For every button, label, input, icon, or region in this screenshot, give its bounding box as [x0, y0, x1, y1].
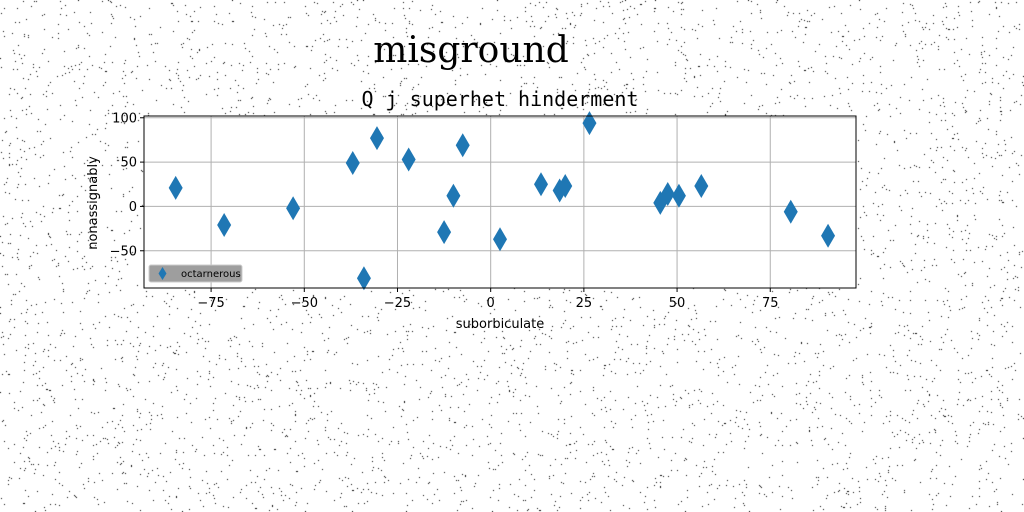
y-tick-label: −50	[110, 244, 137, 259]
y-axis-label: nonassignably	[86, 156, 101, 250]
x-tick-label: −75	[197, 296, 224, 311]
y-axis-ticks: −50 0 50 100	[110, 111, 144, 259]
x-tick-label: 75	[762, 296, 779, 311]
legend: octarnerous	[149, 265, 242, 282]
x-tick-label: 50	[669, 296, 686, 311]
x-tick-label: −50	[291, 296, 318, 311]
figure-suptitle: misground	[373, 30, 568, 71]
legend-entry-label: octarnerous	[181, 269, 241, 280]
y-tick-label: 50	[120, 156, 137, 171]
y-tick-label: 100	[112, 111, 137, 126]
x-tick-label: 25	[576, 296, 593, 311]
x-tick-label: −25	[384, 296, 411, 311]
x-axis-label: suborbiculate	[456, 317, 545, 332]
plot-title: Q j superhet hinderment	[362, 87, 639, 111]
y-tick-label: 0	[129, 200, 137, 215]
x-tick-label: 0	[487, 296, 495, 311]
x-axis-ticks: −75 −50 −25 0 25 50 75	[197, 288, 778, 311]
plot-area	[144, 116, 856, 288]
